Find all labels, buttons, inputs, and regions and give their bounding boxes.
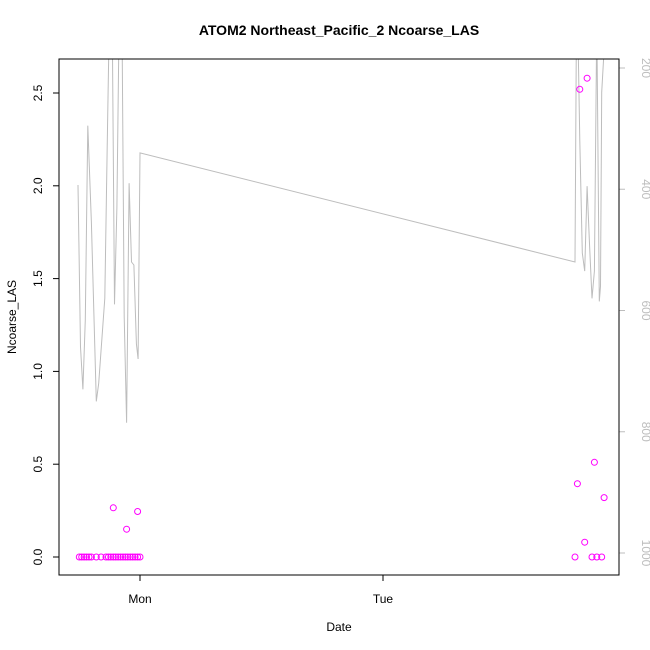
x-axis-label: Date [326, 620, 352, 634]
data-point [571, 553, 579, 561]
data-point [119, 553, 127, 561]
y-tick-label: 2.0 [31, 177, 45, 194]
data-point [134, 553, 142, 561]
x-tick-label: Tue [373, 592, 394, 606]
y-tick-label: 2.5 [31, 84, 45, 101]
right-y-tick-label: 200 [639, 58, 650, 78]
data-point [598, 553, 606, 561]
right-y-tick-label: 400 [639, 179, 650, 199]
data-point [78, 553, 86, 561]
data-point [576, 85, 584, 93]
data-point [126, 553, 134, 561]
data-point [123, 525, 131, 533]
data-point [129, 553, 137, 561]
data-point [581, 538, 589, 546]
data-point [92, 553, 100, 561]
plot-frame [58, 58, 620, 576]
data-point [600, 494, 608, 502]
axes: 0.0 0.5 1.0 1.5 2.0 2.5 Mon Tue 200 400 600 800 1000 [31, 58, 650, 606]
data-point [112, 553, 120, 561]
data-point [80, 553, 88, 561]
data-point [121, 553, 129, 561]
right-y-tick-label: 800 [639, 422, 650, 442]
data-point [83, 553, 90, 561]
data-point [573, 480, 581, 488]
y-tick-label: 0.0 [31, 548, 45, 565]
data-point [593, 553, 601, 561]
y-axis-label: Ncoarse_LAS [5, 280, 19, 354]
data-point [117, 553, 125, 561]
data-point [109, 553, 117, 561]
data-point [102, 553, 110, 561]
data-point [136, 553, 144, 561]
data-point [97, 553, 105, 561]
point-series [75, 74, 608, 561]
right-y-tick-label: 1000 [639, 540, 650, 567]
data-point [85, 553, 93, 561]
data-point [124, 553, 132, 561]
x-tick-label: Mon [128, 592, 151, 606]
data-point [75, 553, 83, 561]
secondary-line-series [77, 59, 605, 423]
data-point [588, 553, 596, 561]
data-point [590, 458, 598, 466]
right-y-tick-label: 600 [639, 300, 650, 320]
y-tick-label: 0.5 [31, 456, 45, 473]
y-tick-label: 1.5 [31, 270, 45, 287]
data-point [583, 74, 591, 82]
data-point [134, 508, 142, 515]
data-point [107, 553, 115, 561]
data-point [87, 553, 95, 561]
chart-title: ATOM2 Northeast_Pacific_2 Ncoarse_LAS [199, 22, 479, 38]
data-point [104, 553, 112, 561]
data-point [109, 504, 117, 512]
data-point [131, 553, 139, 561]
data-point [114, 553, 122, 561]
y-tick-label: 1.0 [31, 363, 45, 380]
series-line [77, 59, 605, 423]
